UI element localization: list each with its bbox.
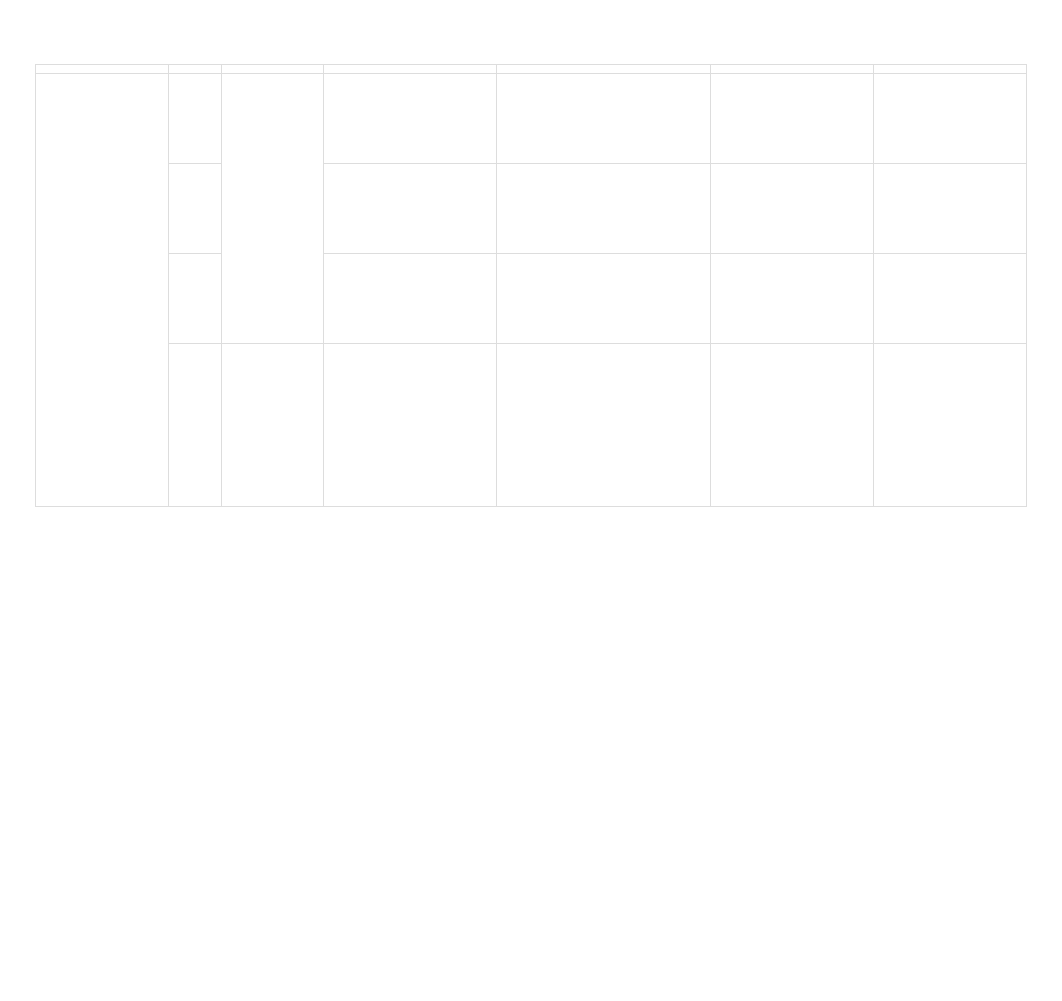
drug-cell [168, 74, 221, 164]
header-classification [36, 65, 169, 74]
table-row [36, 74, 1027, 164]
administration-cell [710, 344, 873, 507]
classification-cell [36, 74, 169, 507]
drug-cell [168, 344, 221, 507]
administration-cell [710, 74, 873, 164]
mechanism-cell [221, 344, 323, 507]
drug-cell [168, 164, 221, 254]
administration-cell [710, 254, 873, 344]
header-adverse [496, 65, 710, 74]
drug-cell [168, 254, 221, 344]
adverse-cell [496, 344, 710, 507]
therapeutic-cell [323, 74, 496, 164]
interactions-cell [874, 74, 1027, 164]
header-interactions [874, 65, 1027, 74]
therapeutic-cell [323, 344, 496, 507]
table-row [36, 164, 1027, 254]
administration-cell [710, 164, 873, 254]
table-row [36, 254, 1027, 344]
interactions-cell [874, 164, 1027, 254]
therapeutic-cell [323, 254, 496, 344]
adverse-cell [496, 74, 710, 164]
vasodilators-table [35, 64, 1027, 507]
mechanism-cell [221, 74, 323, 344]
header-therapeutic [323, 65, 496, 74]
adverse-cell [496, 254, 710, 344]
adverse-cell [496, 164, 710, 254]
therapeutic-cell [323, 164, 496, 254]
interactions-cell [874, 254, 1027, 344]
header-administration [710, 65, 873, 74]
interactions-cell [874, 344, 1027, 507]
header-specific-drug [168, 65, 221, 74]
header-mechanism [221, 65, 323, 74]
table-row [36, 344, 1027, 507]
table-header-row [36, 65, 1027, 74]
